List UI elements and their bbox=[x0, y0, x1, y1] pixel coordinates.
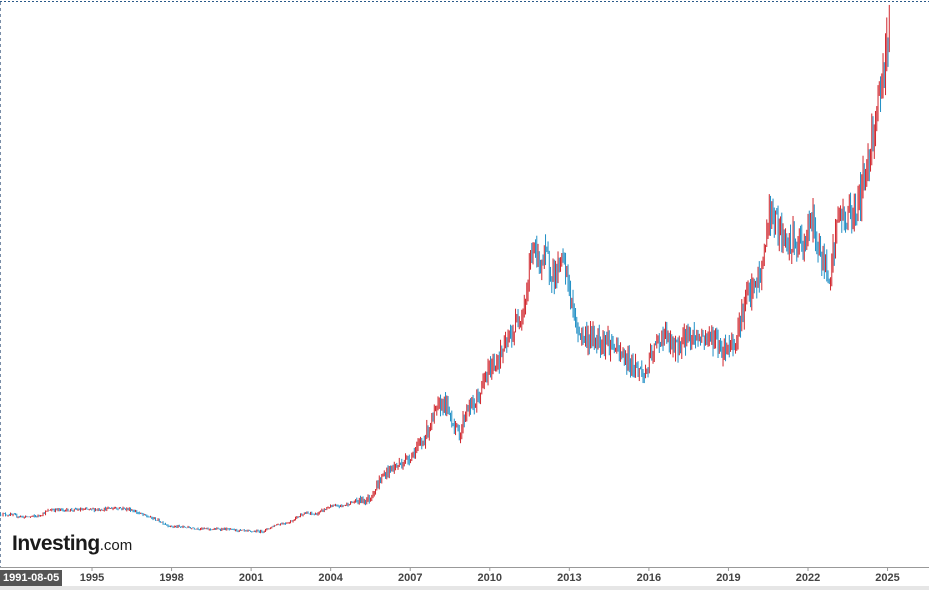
x-tick-label-2016: 2016 bbox=[637, 572, 661, 584]
candlestick-series bbox=[0, 4, 890, 534]
x-tick-label-2022: 2022 bbox=[796, 572, 820, 584]
x-tick-label-2001: 2001 bbox=[239, 572, 263, 584]
x-tick-label-2010: 2010 bbox=[478, 572, 502, 584]
x-tick-label-2019: 2019 bbox=[716, 572, 740, 584]
x-tick-label-1995: 1995 bbox=[80, 572, 104, 584]
logo-wordmark: Investing bbox=[12, 532, 100, 555]
x-tick-label-2007: 2007 bbox=[398, 572, 422, 584]
x-tick-label-2025: 2025 bbox=[875, 572, 899, 584]
x-axis: 1995 1998 2001 2004 2007 2010 2013 2016 2019 2022… bbox=[80, 567, 900, 584]
start-date-badge: 1991-08-05 bbox=[0, 570, 63, 586]
bottom-strip bbox=[0, 586, 929, 590]
logo-suffix: .com bbox=[99, 537, 133, 554]
investing-logo: Investing .com bbox=[12, 532, 132, 556]
x-tick-label-1998: 1998 bbox=[159, 572, 183, 584]
x-tick-label-2004: 2004 bbox=[318, 572, 343, 584]
x-tick-label-2013: 2013 bbox=[557, 572, 581, 584]
